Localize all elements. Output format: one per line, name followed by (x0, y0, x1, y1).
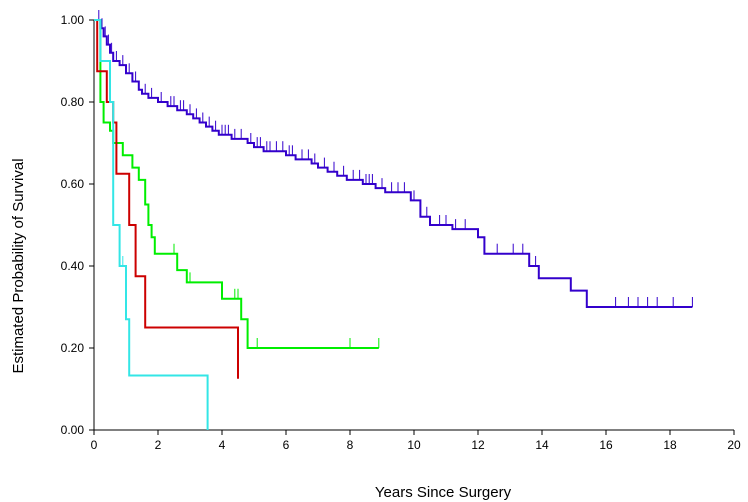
series-3-group (94, 19, 209, 430)
x-tick-label: 2 (155, 438, 162, 452)
y-tick-label: 0.40 (61, 259, 85, 273)
series-1-group (94, 19, 380, 349)
series-layer (94, 10, 693, 430)
y-axis-title: Estimated Probability of Survival (10, 158, 27, 373)
x-tick-label: 18 (663, 438, 677, 452)
x-tick-label: 6 (283, 438, 290, 452)
x-tick-label: 14 (535, 438, 549, 452)
series-2-group (94, 19, 239, 379)
x-tick-label: 16 (599, 438, 613, 452)
axes: 0 2 4 6 8 10 12 14 16 18 20 0.00 0.20 0.40 0.60 0.80 1.0… (61, 13, 741, 452)
x-axis-title: Years Since Surgery (375, 484, 512, 501)
y-tick-label: 0.60 (61, 177, 85, 191)
x-tick-label: 4 (219, 438, 226, 452)
x-tick-label: 20 (727, 438, 741, 452)
y-tick-label: 0.20 (61, 341, 85, 355)
survival-curve-0 (94, 19, 693, 308)
series-0-group (94, 10, 693, 308)
x-tick-label: 12 (471, 438, 485, 452)
survival-curve-2 (94, 19, 239, 379)
survival-curve-1 (94, 19, 379, 349)
y-tick-label: 0.00 (61, 423, 85, 437)
x-tick-label: 0 (91, 438, 98, 452)
y-tick-label: 0.80 (61, 95, 85, 109)
x-tick-label: 8 (347, 438, 354, 452)
survival-curve-3 (94, 19, 209, 430)
x-tick-label: 10 (407, 438, 421, 452)
y-tick-label: 1.00 (61, 13, 85, 27)
